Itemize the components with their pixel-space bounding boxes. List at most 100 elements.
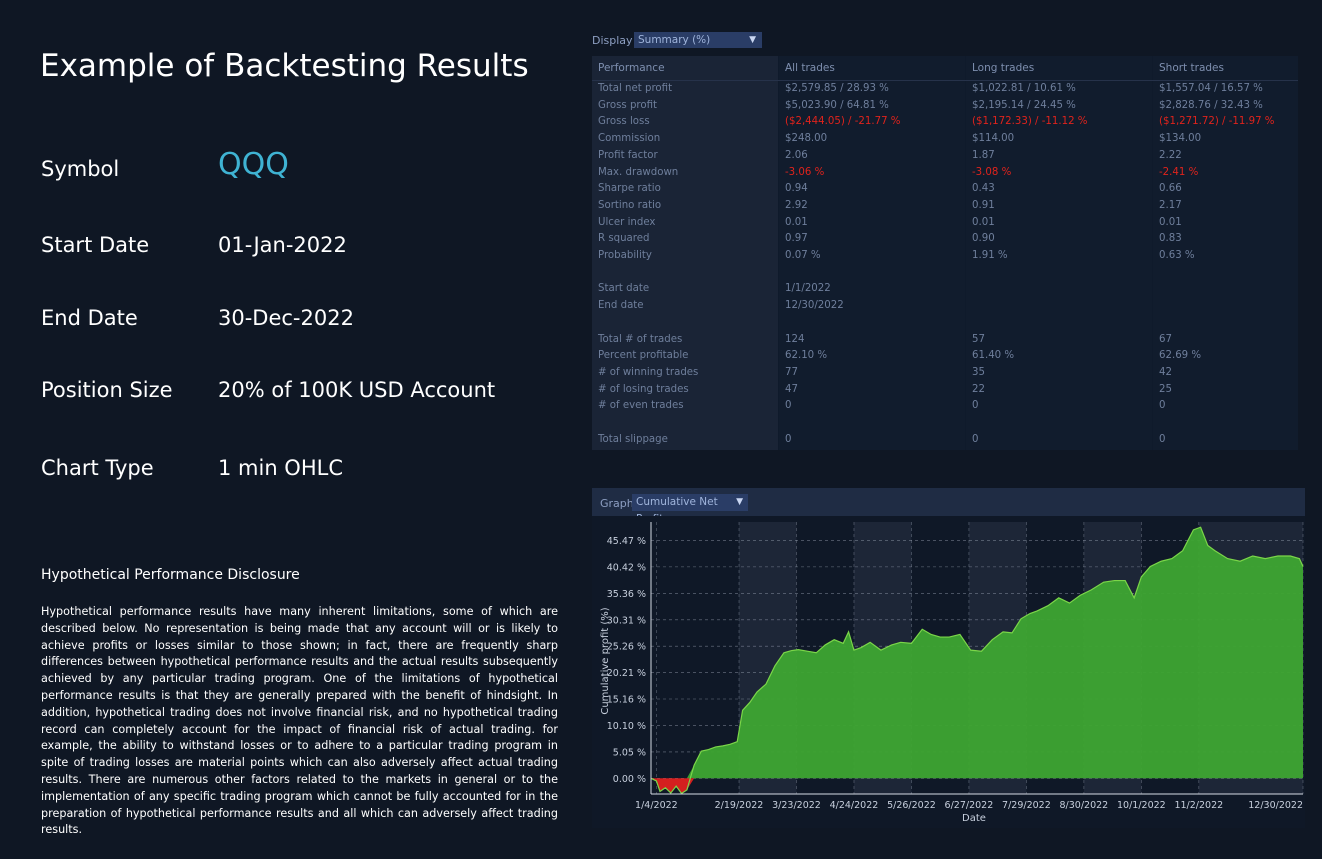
row-label: Gross loss xyxy=(598,116,650,128)
header-short-trades: Short trades xyxy=(1159,62,1224,74)
performance-table: Performance All trades Long trades Short… xyxy=(592,56,1298,450)
row-value-short: 67 xyxy=(1159,333,1172,345)
row-value-short: 0 xyxy=(1159,433,1166,445)
row-value-short: 62.69 % xyxy=(1159,350,1202,362)
x-tick-label: 12/30/2022 xyxy=(1248,800,1303,811)
row-value-long: ($1,172.33) / -11.12 % xyxy=(972,116,1088,128)
x-tick-label: 2/19/2022 xyxy=(715,800,764,811)
row-value-all: 0.94 xyxy=(785,183,808,195)
x-tick-label: 1/4/2022 xyxy=(635,800,678,811)
row-label: # of even trades xyxy=(598,400,684,412)
x-tick-label: 11/2/2022 xyxy=(1174,800,1223,811)
row-value-all: 0 xyxy=(785,400,792,412)
label-column-bg xyxy=(592,56,778,450)
chevron-down-icon: ▼ xyxy=(749,35,756,45)
row-value-all: 1/1/2022 xyxy=(785,283,831,295)
symbol-label: Symbol xyxy=(41,157,120,181)
x-tick-label: 7/29/2022 xyxy=(1002,800,1051,811)
row-value-short: 25 xyxy=(1159,383,1172,395)
page-title: Example of Backtesting Results xyxy=(40,48,529,84)
display-select[interactable]: Summary (%) ▼ xyxy=(634,32,762,48)
row-value-short: 2.17 xyxy=(1159,199,1182,211)
row-value-all: 0.01 xyxy=(785,216,808,228)
position-size-value: 20% of 100K USD Account xyxy=(218,378,496,402)
chart-type-label: Chart Type xyxy=(41,456,154,480)
y-tick-label: 40.42 % xyxy=(607,562,646,573)
chart-type-value: 1 min OHLC xyxy=(218,456,343,480)
row-value-long: 0 xyxy=(972,400,979,412)
y-tick-label: 15.16 % xyxy=(607,695,646,706)
row-label: End date xyxy=(598,300,644,312)
row-label: R squared xyxy=(598,233,650,245)
x-tick-label: 6/27/2022 xyxy=(945,800,994,811)
row-value-short: 2.22 xyxy=(1159,149,1182,161)
row-value-long: $1,022.81 / 10.61 % xyxy=(972,83,1076,94)
y-axis-label: Cumulative profit (%) xyxy=(600,607,611,714)
position-size-label: Position Size xyxy=(41,378,173,402)
x-tick-label: 5/26/2022 xyxy=(887,800,936,811)
end-date-value: 30-Dec-2022 xyxy=(218,306,354,330)
row-value-all: $2,579.85 / 28.93 % xyxy=(785,83,889,94)
row-value-all: 0.97 xyxy=(785,233,808,245)
x-tick-label: 4/24/2022 xyxy=(830,800,879,811)
start-date-value: 01-Jan-2022 xyxy=(218,233,347,257)
row-value-all: -3.06 % xyxy=(785,166,825,178)
row-value-long: 0.90 xyxy=(972,233,995,245)
row-value-short: 0.66 xyxy=(1159,183,1182,195)
row-label: Total slippage xyxy=(598,433,668,445)
row-value-long: 1.87 xyxy=(972,149,995,161)
header-all-trades: All trades xyxy=(785,62,835,74)
row-label: Total net profit xyxy=(598,83,673,94)
row-value-long: 35 xyxy=(972,366,985,378)
x-axis-label: Date xyxy=(962,813,986,824)
row-label: Sortino ratio xyxy=(598,199,662,211)
row-value-long: 0.91 xyxy=(972,199,995,211)
header-performance: Performance xyxy=(598,62,665,74)
symbol-value: QQQ xyxy=(218,147,289,182)
row-value-short: 0.01 xyxy=(1159,216,1182,228)
y-tick-label: 25.26 % xyxy=(607,642,646,653)
row-value-all: 77 xyxy=(785,366,798,378)
row-value-short: $2,828.76 / 32.43 % xyxy=(1159,99,1263,111)
row-value-long: 0.01 xyxy=(972,216,995,228)
row-value-long: 1.91 % xyxy=(972,250,1008,261)
row-value-all: 47 xyxy=(785,383,798,395)
y-tick-label: 20.21 % xyxy=(607,668,646,679)
y-tick-label: 30.31 % xyxy=(607,615,646,626)
end-date-label: End Date xyxy=(41,306,138,330)
row-value-all: 2.92 xyxy=(785,199,808,211)
row-value-short: ($1,271.72) / -11.97 % xyxy=(1159,116,1275,128)
graph-label: Graph xyxy=(600,497,634,510)
row-value-all: 12/30/2022 xyxy=(785,300,844,312)
long-trades-column-bg xyxy=(966,56,1152,450)
row-label: Commission xyxy=(598,133,661,145)
row-value-all: $5,023.90 / 64.81 % xyxy=(785,99,889,111)
row-value-long: 57 xyxy=(972,333,985,345)
row-label: Percent profitable xyxy=(598,350,689,362)
graph-toolbar: Graph Cumulative Net Profit ▼ xyxy=(592,488,1305,525)
disclosure-text: Hypothetical performance results have ma… xyxy=(41,605,558,837)
row-value-all: ($2,444.05) / -21.77 % xyxy=(785,116,901,128)
y-tick-label: 45.47 % xyxy=(607,536,646,547)
row-value-long: 22 xyxy=(972,383,985,395)
row-label: Sharpe ratio xyxy=(598,183,661,195)
row-value-short: -2.41 % xyxy=(1159,166,1199,178)
y-tick-label: 0.00 % xyxy=(613,774,646,785)
row-label: Gross profit xyxy=(598,99,658,111)
all-trades-column-bg xyxy=(779,56,965,450)
row-label: Profit factor xyxy=(598,149,658,161)
header-long-trades: Long trades xyxy=(972,62,1035,74)
row-value-long: 0 xyxy=(972,433,979,445)
row-value-short: 0 xyxy=(1159,400,1166,412)
row-value-long: $114.00 xyxy=(972,133,1015,145)
y-tick-label: 10.10 % xyxy=(607,721,646,732)
row-value-all: 0 xyxy=(785,433,792,445)
cumulative-profit-chart: 0.00 % 5.05 % 10.10 % 15.16 % 20.21 % 25.26 %… xyxy=(592,516,1305,828)
chevron-down-icon: ▼ xyxy=(736,497,743,507)
graph-select[interactable]: Cumulative Net Profit ▼ xyxy=(632,494,748,525)
start-date-label: Start Date xyxy=(41,233,150,257)
disclosure-title: Hypothetical Performance Disclosure xyxy=(41,567,300,583)
row-value-long: 61.40 % xyxy=(972,350,1015,362)
display-label: Display xyxy=(592,34,633,47)
header-divider xyxy=(592,80,1298,81)
